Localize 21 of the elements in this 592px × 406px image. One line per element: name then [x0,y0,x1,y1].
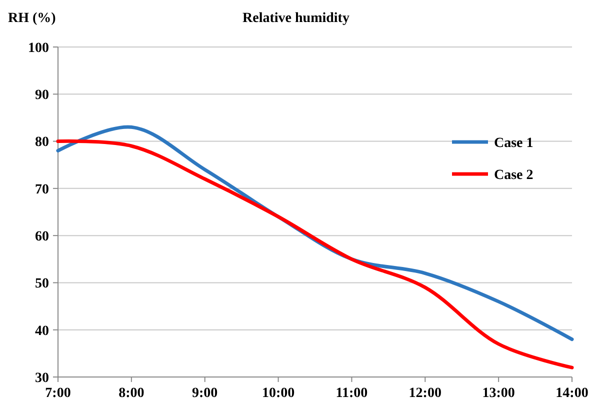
y-axis-title: RH (%) [8,11,56,26]
x-tick-label: 11:00 [336,386,368,401]
y-tick-label: 50 [35,276,49,292]
x-tick-label: 9:00 [192,386,218,401]
x-tick-label: 14:00 [556,386,588,401]
line-series [56,139,574,370]
legend-label: Case 2 [494,168,534,183]
legend-label: Case 1 [494,136,534,151]
chart-title: Relative humidity [242,11,350,26]
y-tick-label: 40 [35,324,49,339]
y-tick-label: 80 [35,135,49,150]
x-tick-label: 12:00 [408,386,442,401]
x-tick-label: 10:00 [262,386,295,401]
y-tick-label: 60 [35,229,49,244]
x-tick-label: 7:00 [45,386,71,401]
x-tick-label: 13:00 [482,386,515,401]
y-tick-label: 70 [35,182,49,198]
y-tick-label: 90 [35,88,49,104]
y-tick-label: 30 [35,370,49,386]
y-tick-label: 100 [28,40,49,56]
x-tick-label: 8:00 [118,386,144,401]
